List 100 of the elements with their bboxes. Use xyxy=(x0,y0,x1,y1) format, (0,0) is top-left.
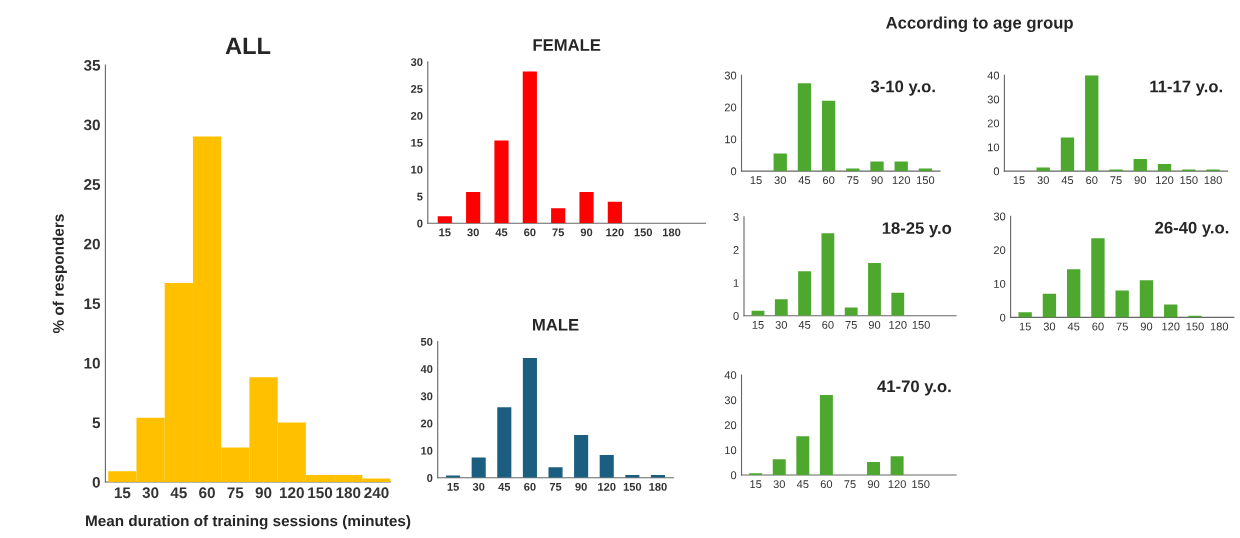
x-tick-label: 45 xyxy=(495,228,508,237)
x-tick-label: 120 xyxy=(279,487,304,499)
x-axis-title: Mean duration of training sessions (minutes) xyxy=(86,515,411,530)
bar xyxy=(890,456,904,476)
bar xyxy=(522,71,537,224)
y-tick-label: 35 xyxy=(83,59,101,71)
x-tick-label: 30 xyxy=(1037,176,1049,185)
y-tick-label: 40 xyxy=(987,71,1000,80)
y-tick-label: 50 xyxy=(420,337,433,346)
y-tick-label: 5 xyxy=(417,192,423,201)
bar xyxy=(870,161,884,172)
y-tick-label: 15 xyxy=(84,298,101,310)
y-tick-label: 20 xyxy=(987,119,1000,128)
x-tick-label: 90 xyxy=(1140,322,1153,331)
x-tick-label: 150 xyxy=(912,320,930,329)
y-tick-label: 20 xyxy=(724,421,737,430)
bar xyxy=(551,208,566,224)
y-tick-label: 10 xyxy=(988,143,1000,152)
x-tick-label: 120 xyxy=(1162,322,1180,331)
y-tick-label: 25 xyxy=(410,85,423,93)
y-tick-label: 0 xyxy=(730,167,737,176)
x-tick-label: 75 xyxy=(844,480,856,489)
y-tick-label: 10 xyxy=(725,446,737,455)
y-tick-label: 10 xyxy=(421,446,433,455)
x-tick-label: 90 xyxy=(868,320,881,329)
x-tick-label: 60 xyxy=(524,482,536,491)
chart-title: 41-70 y.o. xyxy=(877,380,951,396)
bar xyxy=(821,100,836,172)
x-tick-label: 150 xyxy=(623,482,642,491)
x-tick-label: 90 xyxy=(575,482,587,491)
y-tick-label: 20 xyxy=(724,103,737,112)
bar xyxy=(1018,312,1032,318)
y-tick-label: 0 xyxy=(999,313,1006,322)
x-tick-label: 45 xyxy=(1061,176,1074,185)
bar xyxy=(1133,159,1147,172)
x-tick-label: 45 xyxy=(798,321,811,329)
x-tick-label: 90 xyxy=(1134,176,1147,185)
bar xyxy=(599,454,614,478)
y-tick-label: 5 xyxy=(92,417,101,429)
bar xyxy=(1036,167,1050,172)
bar xyxy=(471,457,486,478)
bar xyxy=(1115,290,1129,318)
chart-title: MALE xyxy=(533,319,579,331)
y-tick-label: 10 xyxy=(725,135,737,144)
x-tick-label: 75 xyxy=(552,228,565,237)
chart-title: 18-25 y.o xyxy=(882,222,952,238)
chart-title: 26-40 y.o. xyxy=(1155,221,1229,237)
y-tick-label: 10 xyxy=(994,279,1006,288)
y-tick-label: 2 xyxy=(733,246,739,254)
x-tick-label: 45 xyxy=(498,483,511,491)
x-tick-label: 120 xyxy=(606,228,624,237)
x-tick-label: 60 xyxy=(199,487,215,499)
y-tick-label: 3 xyxy=(733,213,739,221)
x-tick-label: 90 xyxy=(867,480,880,489)
bar xyxy=(497,407,512,478)
bar xyxy=(1042,293,1057,318)
x-tick-label: 15 xyxy=(439,228,451,237)
bar xyxy=(796,436,810,476)
bar xyxy=(1091,238,1105,318)
x-tick-label: 150 xyxy=(1186,322,1204,331)
x-tick-label: 30 xyxy=(467,228,479,237)
x-tick-label: 30 xyxy=(1043,322,1056,331)
x-tick-label: 30 xyxy=(774,176,786,185)
bar xyxy=(772,459,786,476)
x-tick-label: 180 xyxy=(649,482,667,491)
x-tick-label: 120 xyxy=(598,482,616,491)
x-tick-label: 180 xyxy=(336,487,361,499)
x-tick-label: 15 xyxy=(1013,176,1025,185)
chart-title: 3-10 y.o. xyxy=(870,80,935,96)
y-tick-label: 25 xyxy=(84,179,101,190)
y-tick-label: 0 xyxy=(993,167,1000,176)
y-tick-label: 20 xyxy=(84,238,100,250)
bar xyxy=(819,395,833,476)
bar xyxy=(774,299,788,316)
bar xyxy=(466,192,481,224)
bar xyxy=(1085,75,1099,172)
x-tick-label: 30 xyxy=(775,320,788,329)
y-tick-label: 30 xyxy=(987,95,1000,104)
y-tick-label: 30 xyxy=(420,392,433,401)
bar xyxy=(522,357,537,478)
y-tick-label: 20 xyxy=(993,246,1006,255)
bar xyxy=(579,192,594,224)
x-tick-label: 15 xyxy=(750,176,762,185)
x-tick-label: 15 xyxy=(447,483,459,491)
x-tick-label: 60 xyxy=(823,176,835,185)
chart-title: FEMALE xyxy=(533,39,601,51)
x-tick-label: 15 xyxy=(750,480,762,489)
y-tick-label: 30 xyxy=(410,58,423,67)
text: According to age group xyxy=(886,16,1073,33)
bar xyxy=(437,216,452,224)
y-tick-label: 0 xyxy=(733,312,739,320)
x-tick-label: 75 xyxy=(845,321,857,329)
bar xyxy=(1157,163,1172,172)
x-tick-label: 150 xyxy=(308,487,333,499)
x-tick-label: 180 xyxy=(1204,176,1222,185)
x-tick-label: 75 xyxy=(1110,176,1122,185)
y-tick-label: 20 xyxy=(410,111,423,120)
y-tick-label: 0 xyxy=(427,474,433,482)
bar xyxy=(797,83,812,172)
x-tick-label: 180 xyxy=(1210,322,1229,331)
